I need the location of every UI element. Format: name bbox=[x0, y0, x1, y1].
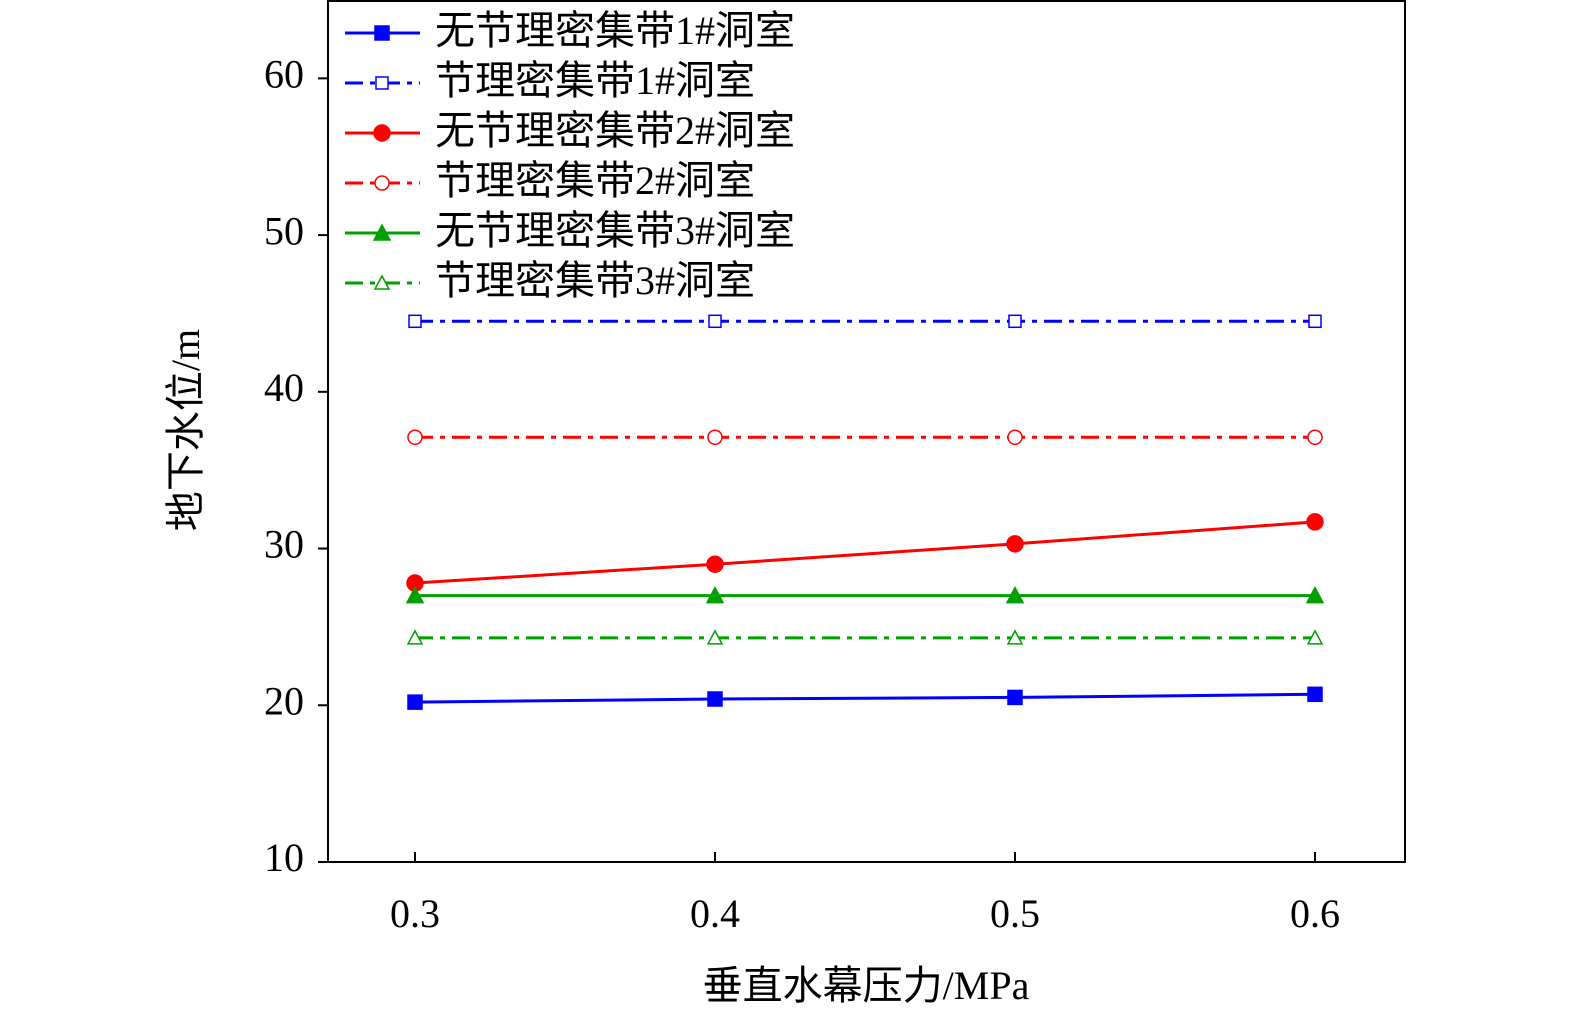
legend-label: 无节理密集带2#洞室 bbox=[435, 108, 795, 153]
marker bbox=[374, 25, 390, 41]
x-tick-label: 0.6 bbox=[1290, 891, 1340, 936]
x-axis-title: 垂直水幕压力/MPa bbox=[703, 963, 1030, 1008]
series-line bbox=[414, 692, 1316, 704]
x-tick-label: 0.5 bbox=[990, 891, 1040, 936]
marker bbox=[373, 124, 391, 142]
marker bbox=[705, 585, 725, 604]
y-tick-label: 60 bbox=[264, 52, 304, 97]
marker bbox=[1308, 314, 1322, 329]
marker bbox=[706, 555, 724, 573]
marker bbox=[374, 175, 390, 191]
marker bbox=[1307, 686, 1323, 703]
marker bbox=[1006, 629, 1024, 645]
y-tick-label: 30 bbox=[264, 522, 304, 567]
legend-label: 节理密集带1#洞室 bbox=[435, 58, 755, 103]
marker bbox=[406, 629, 424, 645]
legend-label: 无节理密集带3#洞室 bbox=[435, 208, 795, 253]
marker bbox=[408, 314, 422, 329]
marker bbox=[1007, 689, 1023, 706]
marker bbox=[707, 429, 723, 446]
y-tick-label: 10 bbox=[264, 835, 304, 880]
marker bbox=[1008, 314, 1022, 329]
marker bbox=[373, 274, 391, 290]
marker bbox=[707, 691, 723, 707]
y-tick-label: 20 bbox=[264, 678, 304, 723]
series-line bbox=[414, 520, 1316, 585]
marker bbox=[1005, 585, 1025, 604]
marker bbox=[405, 585, 425, 604]
plot-frame bbox=[327, 0, 1406, 863]
legend-label: 节理密集带3#洞室 bbox=[435, 258, 755, 303]
marker bbox=[708, 314, 722, 329]
x-tick-label: 0.3 bbox=[390, 891, 440, 936]
marker bbox=[407, 429, 423, 446]
marker bbox=[1006, 535, 1024, 553]
legend-label: 节理密集带2#洞室 bbox=[435, 158, 755, 203]
y-tick-label: 40 bbox=[264, 365, 304, 410]
x-tick-label: 0.4 bbox=[690, 891, 740, 936]
marker bbox=[1307, 429, 1323, 446]
marker bbox=[1306, 513, 1324, 531]
y-tick-label: 50 bbox=[264, 208, 304, 253]
marker bbox=[372, 223, 392, 241]
y-axis-title: 地下水位/m bbox=[163, 329, 208, 531]
marker bbox=[1007, 429, 1023, 446]
marker bbox=[375, 76, 389, 90]
marker bbox=[1306, 629, 1324, 645]
legend-label: 无节理密集带1#洞室 bbox=[435, 8, 795, 53]
marker bbox=[407, 694, 423, 710]
marker bbox=[706, 629, 724, 645]
marker bbox=[1305, 585, 1325, 604]
